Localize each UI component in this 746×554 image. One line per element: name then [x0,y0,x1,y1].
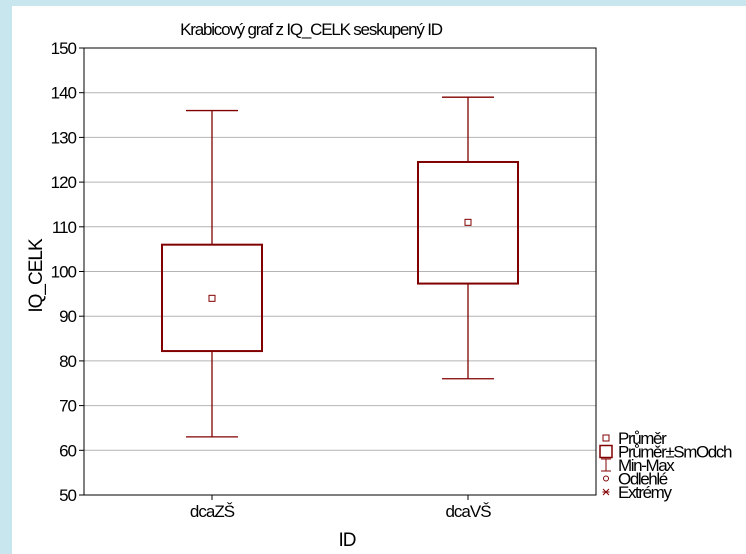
chart-frame: Krabicový graf z IQ_CELK seskupený ID 50… [12,6,746,554]
box-group [161,109,263,438]
y-tick-label: 100 [51,263,77,282]
legend-label: Průměr [618,429,667,448]
y-tick-label: 80 [59,352,76,371]
boxes [161,96,519,438]
box [417,160,519,285]
y-axis-label: IQ_CELK [26,238,47,313]
legend-label: Odlehlé [618,470,668,489]
legend-label: Min-Max [618,456,675,475]
x-axis-label: ID [339,530,356,551]
whisker-icon [601,458,611,472]
chart-title: Krabicový graf z IQ_CELK seskupený ID [180,20,443,39]
circle-icon [603,475,609,482]
y-tick-label: 110 [52,218,77,237]
legend-label: Extrémy [618,483,672,502]
legend-label: Průměr±SmOdch [618,443,732,462]
mean-marker [464,218,472,226]
gridlines [84,92,596,451]
y-axis-ticks: 50 60 70 80 90 100 110 120 130 140 150 [51,39,84,505]
x-tick-label: dcaZŠ [190,502,235,521]
box-icon [599,444,613,459]
box-group [417,96,519,380]
y-tick-label: 60 [59,441,76,460]
y-tick-label: 120 [51,173,77,192]
y-tick-label: 90 [59,307,76,326]
asterisk-icon [602,488,610,496]
y-tick-label: 70 [59,397,76,416]
box-plot-chart: Krabicový graf z IQ_CELK seskupený ID 50… [26,20,733,551]
small-square-icon [602,434,610,442]
y-tick-label: 130 [51,128,77,147]
mean-marker [208,294,216,302]
y-tick-label: 140 [51,84,77,103]
y-tick-label: 150 [51,39,77,58]
box [161,243,263,353]
x-axis-ticks: dcaZŠ dcaVŠ [190,495,492,521]
y-tick-label: 50 [59,486,76,505]
x-tick-label: dcaVŠ [445,502,491,521]
